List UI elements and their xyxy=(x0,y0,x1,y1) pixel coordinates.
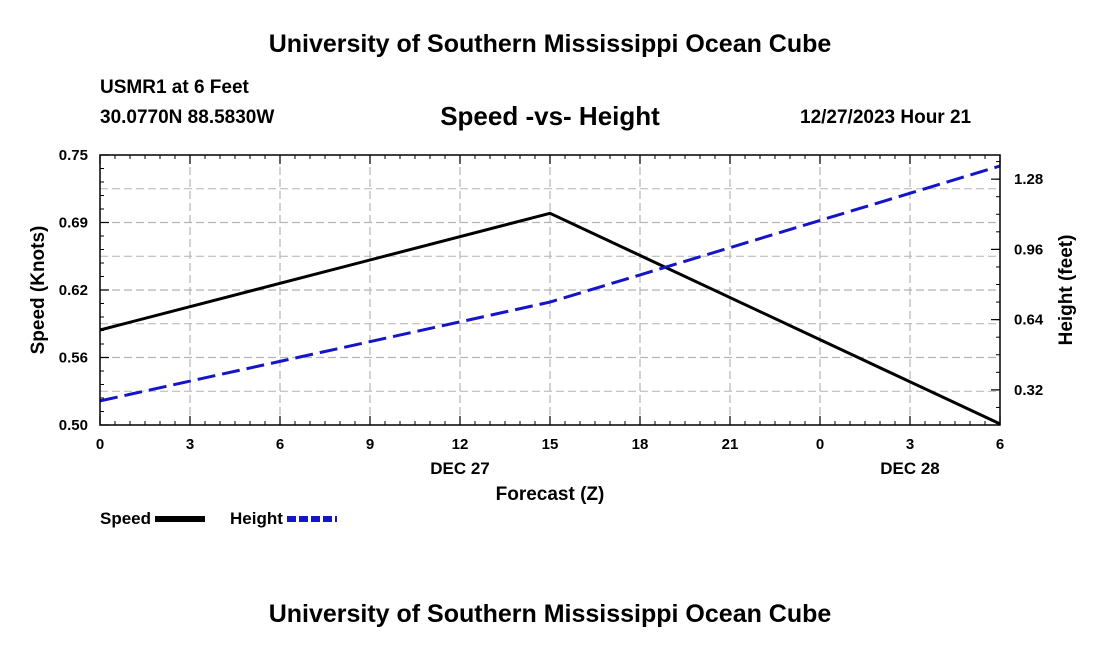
x-date-label: DEC 28 xyxy=(880,459,940,478)
chart-title: Speed -vs- Height xyxy=(440,101,660,131)
y-tick-label: 0.69 xyxy=(59,215,88,232)
y2-tick-label: 0.64 xyxy=(1014,312,1044,329)
legend-height: Height xyxy=(230,509,339,529)
page-title: University of Southern Mississippi Ocean… xyxy=(268,30,832,58)
x-tick-label: 21 xyxy=(722,436,739,453)
x-tick-label: 0 xyxy=(96,436,104,453)
x-tick-label: 12 xyxy=(452,436,469,453)
y2-tick-label: 1.28 xyxy=(1014,171,1043,188)
footer-title: University of Southern Mississippi Ocean… xyxy=(268,600,832,628)
y2-tick-label: 0.96 xyxy=(1014,241,1043,258)
station-label: USMR1 at 6 Feet xyxy=(100,77,249,98)
legend-height-label: Height xyxy=(230,509,283,528)
y-axis-label: Speed (Knots) xyxy=(28,226,49,355)
series-layer xyxy=(99,164,1001,426)
x-date-label: DEC 27 xyxy=(430,459,490,478)
x-tick-label: 3 xyxy=(906,436,914,453)
x-tick-label: 3 xyxy=(186,436,194,453)
speed-series-line xyxy=(99,211,1001,426)
y2-axis-label: Height (feet) xyxy=(1056,235,1077,346)
x-tick-label: 6 xyxy=(276,436,284,453)
x-tick-label: 6 xyxy=(996,436,1004,453)
axis-layer: 0 3 6 9 12 15 18 21 0 3 6 DEC 27 DEC 28 0.50 0.56 0.62 0… xyxy=(59,147,1044,478)
y-tick-label: 0.75 xyxy=(59,147,88,164)
legend-speed-label: Speed xyxy=(100,509,152,528)
height-series-line xyxy=(99,164,1001,403)
y2-tick-label: 0.32 xyxy=(1014,382,1043,399)
x-axis-label: Forecast (Z) xyxy=(496,484,605,505)
x-tick-label: 15 xyxy=(542,436,559,453)
legend-speed: Speed xyxy=(100,509,207,529)
y-tick-label: 0.56 xyxy=(59,350,88,367)
legend-height-swatch xyxy=(286,516,337,522)
legend-speed-swatch xyxy=(155,516,206,522)
station-coordinates: 30.0770N 88.5830W xyxy=(100,107,275,128)
forecast-datetime: 12/27/2023 Hour 21 xyxy=(800,107,972,128)
y-tick-label: 0.50 xyxy=(59,417,88,434)
y-tick-label: 0.62 xyxy=(59,282,88,299)
x-tick-label: 18 xyxy=(632,436,649,453)
x-tick-label: 9 xyxy=(366,436,374,453)
grid-layer xyxy=(100,155,1000,425)
x-tick-label: 0 xyxy=(816,436,824,453)
